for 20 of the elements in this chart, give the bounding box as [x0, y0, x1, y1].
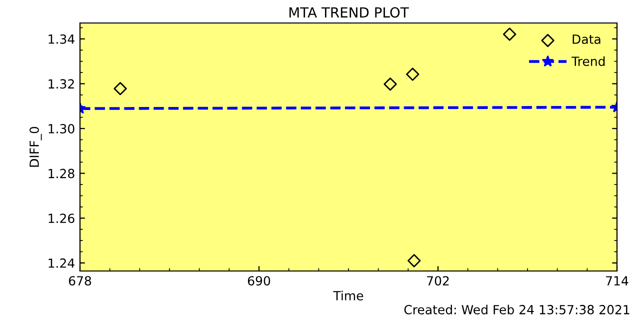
legend-label: Data	[572, 34, 600, 44]
y-tick-label: 1.28	[48, 168, 74, 178]
y-tick-label: 1.24	[48, 258, 74, 268]
point	[406, 68, 420, 81]
point	[503, 28, 516, 41]
x-tick-label: 678	[68, 276, 92, 286]
point	[408, 254, 421, 268]
y-tick-label: 1.30	[48, 124, 74, 134]
x-tick-label: 690	[248, 276, 270, 286]
y-tick-label: 1.34	[48, 34, 74, 44]
chart-title: MTA TREND PLOT	[289, 7, 409, 18]
x-axis-title: Time	[333, 290, 364, 300]
x-tick-label: 702	[427, 276, 449, 286]
x-tick-label: 714	[606, 276, 628, 286]
y-axis-title: DIFF_0	[30, 126, 42, 167]
legend-label: Trend	[572, 56, 605, 66]
y-tick-label: 1.32	[48, 79, 74, 89]
text: Created: Wed Feb 24 13:57:38 2021	[404, 304, 630, 314]
point	[384, 78, 397, 91]
y-tick-label: 1.26	[48, 214, 74, 224]
